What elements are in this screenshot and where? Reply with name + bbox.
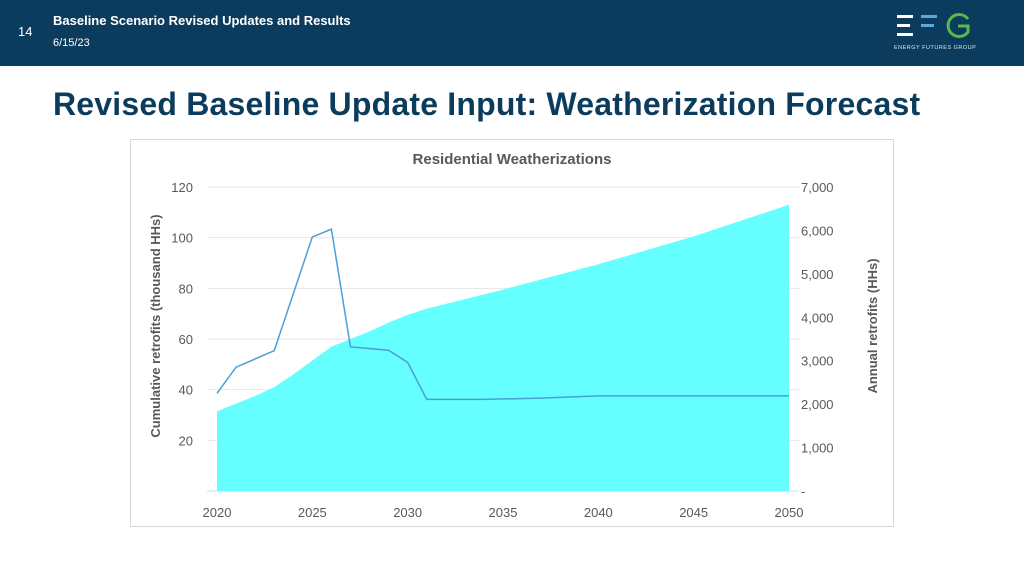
y2-tick-label: 7,000: [801, 180, 834, 195]
y2-tick-label: -: [801, 484, 805, 499]
header-bar: 14 Baseline Scenario Revised Updates and…: [0, 0, 1024, 66]
x-tick-label: 2045: [679, 505, 708, 520]
y2-tick-label: 6,000: [801, 223, 834, 238]
annual-retrofits-line: [216, 228, 789, 401]
weatherization-chart: Residential Weatherizations Cumulative r…: [148, 151, 880, 520]
y-tick-label: 20: [179, 433, 193, 448]
y2-tick-label: 2,000: [801, 397, 834, 412]
cumulative-retrofits-area: [217, 204, 789, 491]
x-tick-label: 2050: [775, 505, 804, 520]
y-tick-label: 120: [171, 180, 193, 195]
x-tick-label: 2025: [298, 505, 327, 520]
y-tick-label: 40: [179, 383, 193, 398]
y2-tick-label: 3,000: [801, 354, 834, 369]
y-tick-label: 60: [179, 332, 193, 347]
header-date: 6/15/23: [53, 37, 90, 49]
y2-tick-label: 4,000: [801, 310, 834, 325]
y-tick-label: 80: [179, 281, 193, 296]
y2-axis-label: Annual retrofits (HHs): [865, 258, 880, 393]
efg-logo: ENERGY FUTURES GROUP: [894, 10, 978, 56]
y2-tick-label: 1,000: [801, 441, 834, 456]
y-tick-label: 100: [171, 231, 193, 246]
header-title: Baseline Scenario Revised Updates and Re…: [53, 13, 351, 28]
chart-title: Residential Weatherizations: [413, 151, 612, 168]
logo-tagline: ENERGY FUTURES GROUP: [894, 45, 977, 51]
slide-number: 14: [18, 24, 33, 39]
y2-tick-label: 5,000: [801, 267, 834, 282]
x-tick-label: 2030: [393, 505, 422, 520]
x-tick-label: 2040: [584, 505, 613, 520]
efg-logo-mark: [897, 13, 970, 38]
y-axis-label: Cumulative retrofits (thousand HHs): [148, 214, 163, 437]
x-tick-label: 2020: [203, 505, 232, 520]
x-tick-label: 2035: [489, 505, 518, 520]
slide-title: Revised Baseline Update Input: Weatheriz…: [53, 86, 921, 122]
chart-container: Residential Weatherizations Cumulative r…: [130, 139, 894, 527]
